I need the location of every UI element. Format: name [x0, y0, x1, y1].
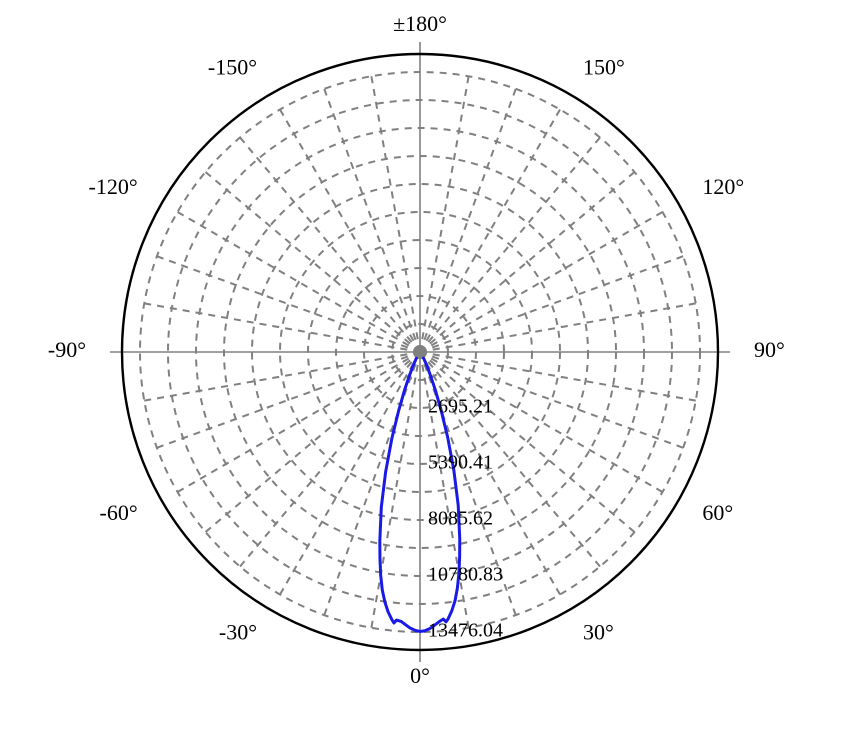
grid-spoke — [420, 303, 696, 352]
grid-spoke — [420, 352, 696, 401]
radial-value-label: 13476.04 — [428, 620, 503, 642]
radial-value-label: 5390.41 — [428, 452, 493, 474]
angle-label: ±180° — [393, 11, 447, 36]
grid-spoke — [371, 352, 420, 628]
angle-label: 30° — [583, 619, 614, 644]
angle-label: -120° — [89, 174, 138, 199]
polar-chart: 0° 30° 60° 90° 120° 150° ±180° -150° -120° -90° -6… — [0, 0, 841, 737]
polar-chart-svg: 0° 30° 60° 90° 120° 150° ±180° -150° -120° -90° -6… — [0, 0, 841, 737]
grid-spoke — [144, 352, 420, 401]
angle-label: -60° — [100, 500, 138, 525]
grid-spoke — [420, 76, 469, 352]
angle-label: -150° — [208, 55, 257, 80]
grid-spoke — [144, 303, 420, 352]
radial-value-label: 2695.21 — [428, 396, 493, 418]
grid-spoke — [371, 76, 420, 352]
angle-label: 60° — [702, 500, 733, 525]
angle-label: -30° — [219, 619, 257, 644]
radial-value-label: 8085.62 — [428, 508, 493, 530]
angle-label: 90° — [754, 337, 785, 362]
angle-label: 0° — [410, 663, 430, 688]
angle-label: 150° — [583, 55, 625, 80]
angle-label: -90° — [48, 337, 86, 362]
radial-value-label: 10780.83 — [428, 564, 503, 586]
angle-label: 120° — [702, 174, 744, 199]
